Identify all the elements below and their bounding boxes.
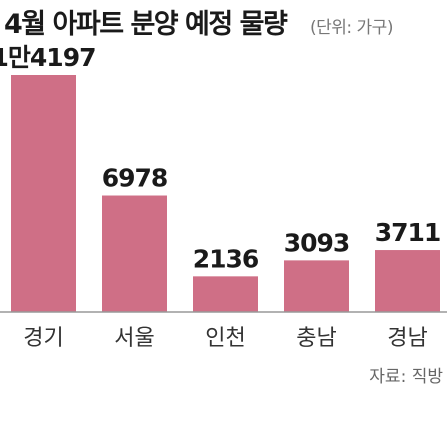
value-label-3: 2136 [193,244,259,273]
value-label-1: 1만4197 [0,43,95,72]
bar-2 [102,195,167,312]
category-label-4: 충남 [296,326,336,351]
bar-4 [284,260,349,312]
bars-group: 1만4197 6978 2136 3093 3711 [0,43,441,312]
category-label-5: 경남 [387,326,427,351]
value-label-5: 3711 [375,218,441,247]
category-labels-group: 경기 서울 인천 충남 경남 [23,326,427,351]
unit-note: (단위: 가구) [310,18,393,38]
category-label-1: 경기 [23,326,63,351]
value-label-2: 6978 [102,164,168,193]
value-label-4: 3093 [284,228,350,257]
category-label-2: 서울 [114,326,154,351]
bar-3 [193,276,258,312]
bar-5 [375,250,440,312]
source-note: 자료: 직방 [369,367,443,387]
bar-1 [11,75,76,312]
category-label-3: 인천 [205,326,245,351]
chart-title: 4월 아파트 분양 예정 물량 [4,9,288,40]
